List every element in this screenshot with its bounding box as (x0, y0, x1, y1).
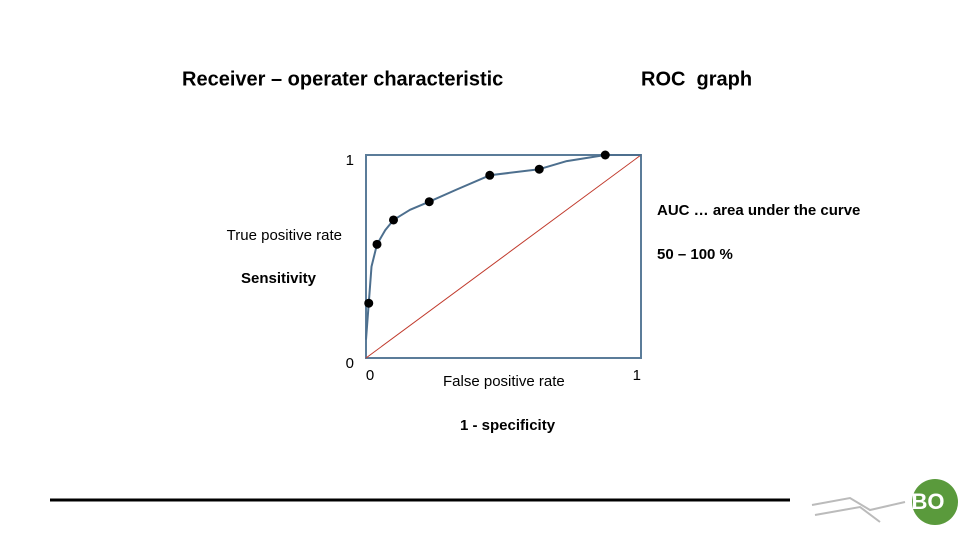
x-tick-label: 0 (366, 367, 374, 384)
annotation: AUC … area under the curve (657, 202, 860, 219)
x-tick-label: 1 (633, 367, 641, 384)
roc-point (389, 215, 398, 225)
plot-frame (365, 154, 642, 359)
roc-point (424, 197, 434, 207)
y-tick-label: 1 (346, 152, 354, 169)
x-axis-label: False positive rate (443, 373, 565, 390)
y-axis-label: True positive rate (227, 227, 342, 244)
annotation: 50 – 100 % (657, 246, 733, 263)
chart-title: Receiver – operater characteristic (182, 68, 503, 90)
y-tick-label: 0 (346, 355, 354, 372)
roc-curve (365, 154, 641, 340)
roc-point (372, 239, 382, 249)
x-axis-label: 1 - specificity (460, 417, 556, 434)
roc-point (364, 298, 374, 308)
y-axis-label: Sensitivity (241, 270, 317, 287)
roc-point (600, 150, 610, 160)
logo-swoosh (811, 496, 906, 523)
roc-point (485, 170, 495, 180)
logo-text: BO (912, 489, 945, 514)
logo (912, 479, 958, 525)
chart-subtitle: ROC graph (641, 68, 752, 90)
diagonal (365, 154, 642, 359)
roc-point (534, 164, 544, 174)
